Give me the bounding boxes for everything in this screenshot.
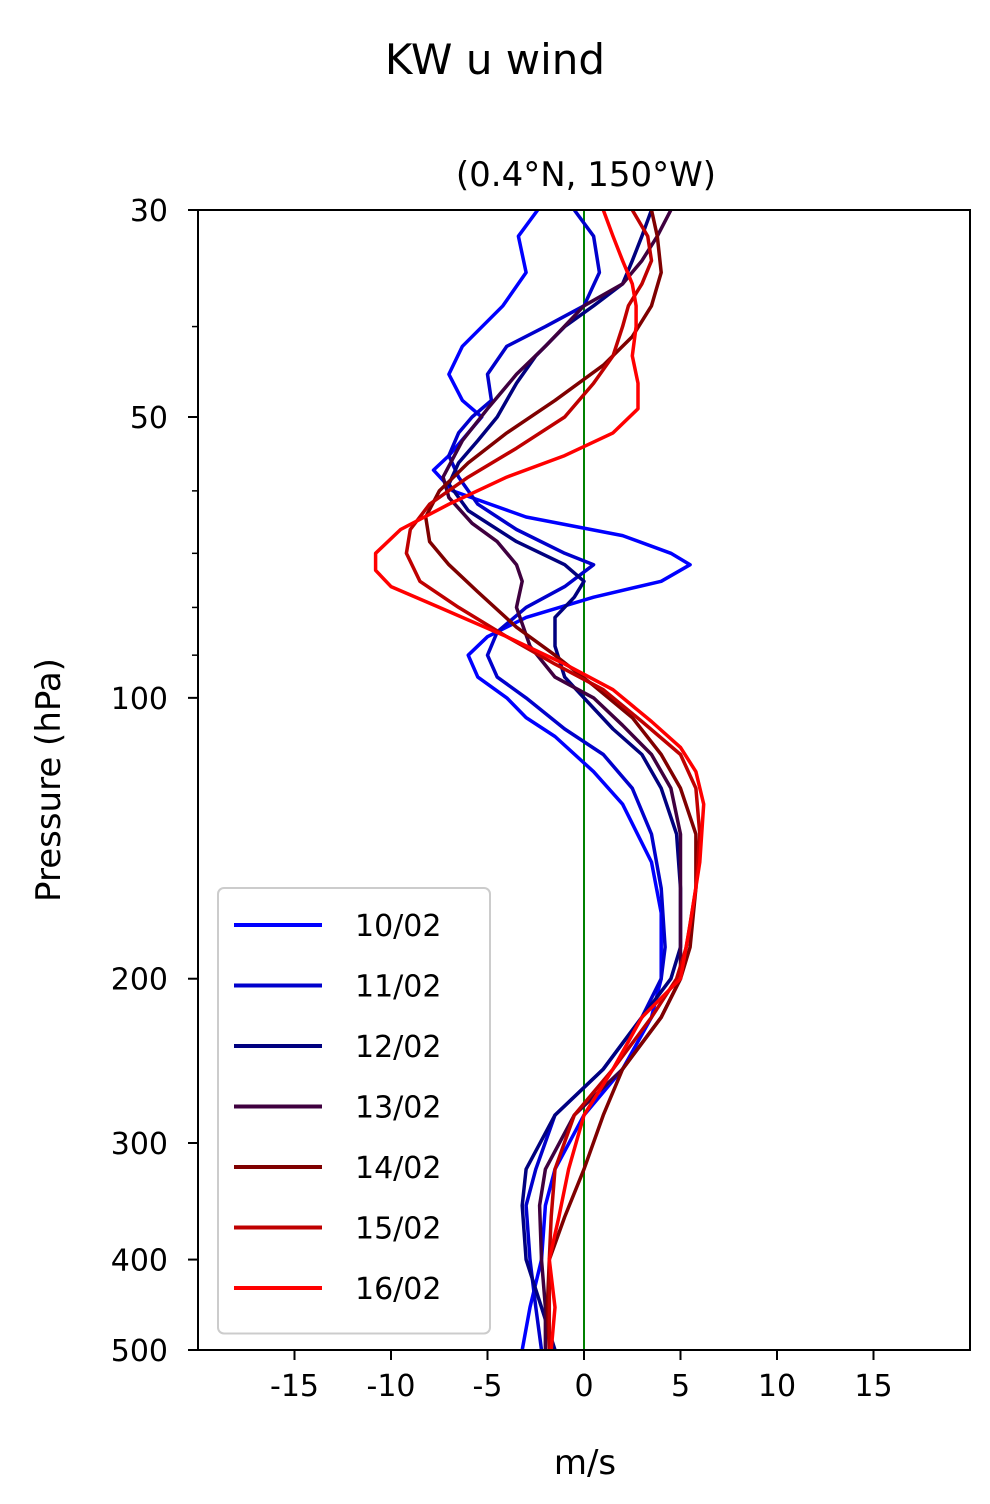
legend-label: 16/02 bbox=[355, 1272, 441, 1307]
series-line-16-02 bbox=[373, 210, 706, 1350]
x-tick-label: 5 bbox=[671, 1369, 690, 1404]
axes: -15 -10 -5 0 5 10 15 30 50 100 200 300 400 500 bbox=[111, 194, 971, 1404]
x-axis-label: m/s bbox=[554, 1443, 616, 1483]
plot-area bbox=[373, 210, 706, 1350]
y-tick-label: 100 bbox=[111, 682, 168, 717]
y-tick-label: 30 bbox=[130, 194, 168, 229]
legend-label: 11/02 bbox=[355, 970, 441, 1005]
x-tick-label: -10 bbox=[367, 1369, 416, 1404]
chart-title: KW u wind bbox=[385, 35, 605, 84]
series-line-15-02 bbox=[404, 210, 702, 1350]
legend: 10/02 11/02 12/02 13/02 14/02 15/02 16/02 bbox=[217, 887, 491, 1335]
legend-label: 13/02 bbox=[355, 1091, 441, 1126]
legend-label: 15/02 bbox=[355, 1212, 441, 1247]
x-tick-label: 10 bbox=[758, 1369, 796, 1404]
x-tick-label: 0 bbox=[574, 1369, 593, 1404]
y-tick-label: 50 bbox=[130, 401, 168, 436]
y-tick-label: 200 bbox=[111, 963, 168, 998]
y-tick-label: 300 bbox=[111, 1127, 168, 1162]
legend-label: 10/02 bbox=[355, 909, 441, 944]
legend-label: 14/02 bbox=[355, 1151, 441, 1186]
y-tick-label: 500 bbox=[111, 1334, 168, 1369]
y-axis-label: Pressure (hPa) bbox=[29, 658, 69, 902]
x-tick-label: -5 bbox=[473, 1369, 503, 1404]
x-tick-label: -15 bbox=[270, 1369, 319, 1404]
x-tick-label: 15 bbox=[854, 1369, 892, 1404]
y-tick-label: 400 bbox=[111, 1244, 168, 1279]
legend-label: 12/02 bbox=[355, 1030, 441, 1065]
legend-box bbox=[217, 887, 491, 1335]
chart-subtitle: (0.4°N, 150°W) bbox=[456, 155, 716, 195]
